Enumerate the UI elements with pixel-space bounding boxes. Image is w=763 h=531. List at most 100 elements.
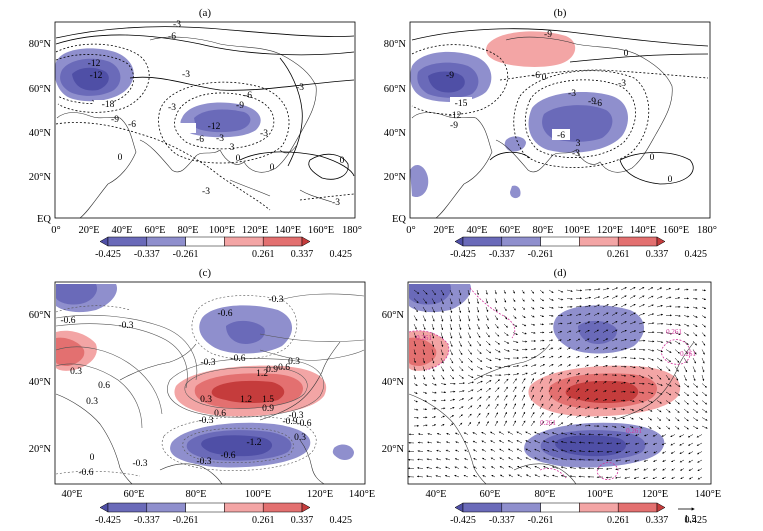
wind-vector: [530, 394, 534, 401]
wind-vector: [494, 298, 497, 304]
wind-vector: [494, 420, 498, 427]
wind-vector: [525, 431, 532, 435]
wind-vector: [647, 366, 654, 370]
wind-vector: [551, 440, 559, 444]
wind-vector: [638, 425, 643, 429]
wind-vector: [629, 295, 636, 299]
wind-vector: [624, 476, 631, 479]
wind-vector: [638, 366, 645, 369]
wind-vector: [525, 465, 532, 469]
wind-vector: [485, 380, 492, 384]
wind-vector: [521, 394, 525, 401]
wind-vector: [670, 442, 676, 446]
contour-label: 3: [576, 139, 581, 149]
wind-vector: [521, 340, 528, 343]
x-tick-label: 100°E: [209, 225, 235, 236]
wind-vector: [490, 440, 496, 444]
wind-vector: [485, 306, 489, 313]
wind-vector: [692, 297, 698, 300]
wind-vector: [629, 330, 637, 333]
wind-vector: [426, 449, 433, 452]
wind-vector: [629, 312, 636, 316]
contour-label: 0.3: [288, 357, 300, 367]
wind-vector: [557, 387, 561, 393]
wind-vector: [422, 349, 425, 356]
wind-vector: [578, 475, 586, 478]
wind-vector: [674, 391, 681, 396]
wind-vector: [499, 466, 505, 469]
wind-vector: [575, 364, 580, 367]
wind-vector: [449, 349, 453, 356]
wind-vector: [656, 383, 663, 386]
wind-vector: [692, 383, 699, 388]
panel-a-contour-labels: -3 -6 -12 -18 -12 -9 -6 -3 0 -3 -6 -9 -1…: [88, 20, 345, 208]
wind-vector: [635, 434, 640, 437]
wind-vector: [670, 434, 676, 437]
wind-vector: [530, 403, 535, 410]
wind-vector: [656, 296, 663, 299]
wind-vector: [620, 321, 627, 325]
wind-vector: [548, 355, 554, 359]
wind-vector: [593, 296, 601, 299]
wind-vector: [602, 304, 609, 308]
wind-vector: [665, 305, 672, 308]
wind-vector: [491, 474, 496, 478]
wind-vector: [701, 374, 705, 382]
wind-vector: [458, 323, 462, 331]
panel-b-frame: [409, 21, 711, 219]
wind-vector: [512, 378, 517, 384]
panel-a-neg-contours: [55, 43, 355, 211]
wind-vector: [485, 340, 491, 346]
wind-vector: [548, 289, 554, 293]
wind-vector: [512, 332, 518, 335]
wind-vector: [611, 390, 617, 393]
wind-vector: [517, 474, 523, 478]
x-tick-label: 140°E: [695, 489, 721, 500]
contour-label: 0: [650, 153, 655, 163]
wind-vector: [530, 298, 535, 302]
wind-vector: [674, 383, 681, 387]
wind-vector: [539, 347, 545, 350]
wind-vector: [485, 395, 491, 401]
wind-vector: [674, 417, 680, 422]
wind-vector: [539, 289, 544, 294]
wind-vector: [539, 421, 545, 427]
contour-label: -6: [244, 91, 252, 101]
wind-vector: [653, 451, 658, 454]
wind-vector: [476, 349, 482, 355]
wind-vector: [431, 298, 436, 305]
panel-a-shading: [55, 48, 261, 138]
wind-vector: [413, 391, 418, 394]
contour-label: 0: [90, 453, 95, 463]
wind-vector: [620, 338, 627, 342]
wind-vector: [458, 315, 462, 322]
x-tick-label: 80°E: [532, 225, 553, 236]
wind-vector: [602, 312, 609, 316]
wind-vector: [656, 391, 663, 395]
colorbar-segment: [185, 236, 225, 247]
contour-label: -0.6: [230, 354, 245, 364]
wind-vector: [674, 323, 681, 326]
wind-vector: [512, 386, 517, 393]
wind-vector: [422, 424, 428, 427]
wind-vector: [647, 349, 655, 352]
wind-vector: [467, 413, 472, 418]
wind-vector: [625, 442, 631, 445]
contour-label: -0.3: [118, 321, 133, 331]
wind-vector: [692, 323, 698, 327]
wind-vector: [449, 374, 455, 380]
panel-b-contour-labels: -9 0 -6 -3 -9 -15 -12 -9 -6 -3 -6 -9 0 -…: [446, 30, 673, 185]
contour-label: -0.3: [198, 416, 213, 426]
wind-vector: [611, 287, 619, 291]
contour-label: -0.6: [220, 451, 235, 461]
wind-vector: [534, 448, 541, 452]
wind-vector: [602, 347, 609, 350]
wind-vector: [602, 356, 608, 359]
panel-d: (d): [382, 267, 721, 525]
panel-c: (c): [29, 267, 375, 500]
panel-c-title: (c): [199, 267, 212, 279]
wind-vector: [431, 349, 435, 356]
wind-vector: [575, 338, 581, 342]
wind-vector: [557, 306, 564, 309]
wind-vector: [701, 332, 706, 337]
